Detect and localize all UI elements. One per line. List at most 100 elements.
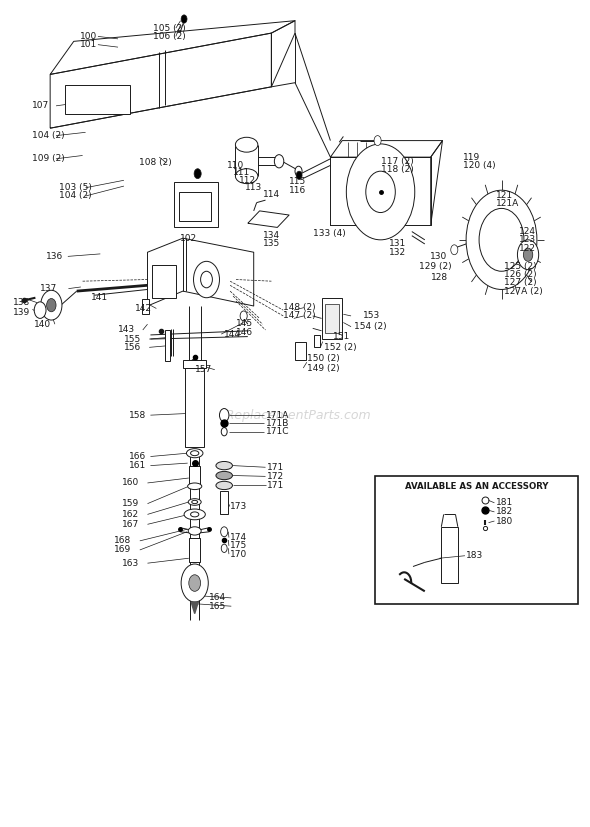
Circle shape (295, 166, 302, 176)
Text: 171: 171 (267, 463, 284, 471)
Text: 154 (2): 154 (2) (354, 323, 386, 331)
Text: 135: 135 (263, 240, 280, 248)
Text: 174: 174 (230, 533, 247, 542)
Text: 147 (2): 147 (2) (283, 312, 316, 320)
Text: 112: 112 (239, 176, 256, 184)
Text: 180: 180 (496, 517, 513, 525)
Text: 124: 124 (519, 227, 536, 236)
Circle shape (194, 261, 219, 298)
Text: 149 (2): 149 (2) (307, 364, 339, 372)
Circle shape (47, 299, 56, 312)
Bar (220, 491, 228, 514)
Text: 129 (2): 129 (2) (419, 262, 451, 270)
Text: 110: 110 (227, 161, 244, 170)
Text: 161: 161 (129, 461, 146, 470)
Circle shape (366, 171, 395, 213)
Text: 171C: 171C (266, 428, 289, 436)
Bar (295, 342, 306, 360)
Ellipse shape (188, 527, 201, 535)
Circle shape (190, 359, 199, 372)
Text: 148 (2): 148 (2) (283, 304, 316, 312)
Text: 173: 173 (230, 502, 247, 510)
Text: 121: 121 (496, 191, 513, 199)
Circle shape (194, 169, 201, 179)
Ellipse shape (216, 471, 232, 480)
Polygon shape (191, 602, 198, 614)
Bar (441, 527, 458, 583)
Bar (183, 360, 206, 368)
Circle shape (451, 245, 458, 255)
Text: 100: 100 (80, 32, 97, 41)
Text: 106 (2): 106 (2) (153, 32, 186, 41)
Text: 137: 137 (40, 284, 57, 293)
Text: 162: 162 (122, 510, 139, 519)
Bar (322, 298, 342, 339)
Text: 127 (2): 127 (2) (504, 279, 537, 287)
Text: 145: 145 (236, 319, 253, 327)
Text: 181: 181 (496, 499, 513, 507)
Ellipse shape (188, 499, 201, 505)
Text: 170: 170 (230, 550, 247, 558)
Bar (174, 182, 218, 227)
Circle shape (219, 409, 229, 422)
Text: 108 (2): 108 (2) (139, 159, 172, 167)
Text: 175: 175 (230, 542, 247, 550)
Text: 107: 107 (32, 102, 50, 110)
Text: 144: 144 (224, 330, 241, 338)
Text: AVAILABLE AS AN ACCESSORY: AVAILABLE AS AN ACCESSORY (405, 482, 548, 490)
Text: 116: 116 (289, 186, 306, 194)
Text: 131: 131 (389, 240, 407, 248)
Ellipse shape (186, 448, 203, 458)
Bar (165, 330, 170, 361)
Text: 115: 115 (289, 178, 306, 186)
Text: 130: 130 (430, 252, 447, 261)
Text: 125 (2): 125 (2) (504, 262, 537, 270)
Text: 171A: 171A (266, 411, 289, 419)
Bar (324, 304, 339, 333)
Ellipse shape (235, 169, 258, 184)
Ellipse shape (188, 483, 202, 490)
Text: 160: 160 (122, 479, 139, 487)
Ellipse shape (235, 137, 258, 152)
FancyBboxPatch shape (375, 476, 578, 604)
Text: eReplacementParts.com: eReplacementParts.com (219, 409, 371, 422)
Text: 157: 157 (195, 366, 212, 374)
Bar (179, 192, 211, 221)
Text: 126 (2): 126 (2) (504, 270, 537, 279)
Text: 109 (2): 109 (2) (32, 155, 65, 163)
Bar (65, 85, 130, 114)
Text: 105 (2): 105 (2) (153, 24, 186, 32)
Ellipse shape (191, 451, 199, 456)
Bar (142, 299, 149, 314)
Text: 121A: 121A (496, 199, 519, 208)
Circle shape (201, 271, 212, 288)
Circle shape (346, 144, 415, 240)
Bar (314, 335, 320, 347)
Text: 151: 151 (333, 332, 350, 341)
Text: 140: 140 (34, 320, 51, 328)
Text: 128: 128 (431, 273, 448, 281)
Text: 111: 111 (233, 169, 250, 177)
Circle shape (374, 136, 381, 146)
Circle shape (221, 428, 227, 436)
Ellipse shape (216, 461, 232, 470)
Circle shape (517, 240, 539, 270)
Circle shape (34, 302, 46, 318)
Text: 134: 134 (263, 232, 280, 240)
Text: 123: 123 (519, 236, 536, 244)
Text: 182: 182 (496, 508, 513, 516)
Circle shape (221, 527, 228, 537)
Text: 143: 143 (118, 326, 135, 334)
Bar (185, 368, 204, 447)
Text: 120 (4): 120 (4) (463, 161, 496, 170)
Circle shape (274, 155, 284, 168)
Bar (152, 265, 176, 298)
Text: 138: 138 (13, 299, 30, 307)
Text: 141: 141 (91, 294, 109, 302)
Text: 113: 113 (245, 184, 262, 192)
Ellipse shape (192, 500, 198, 504)
Text: 133 (4): 133 (4) (313, 229, 346, 237)
Text: 122: 122 (519, 244, 536, 252)
Ellipse shape (191, 512, 199, 517)
Circle shape (41, 290, 62, 320)
